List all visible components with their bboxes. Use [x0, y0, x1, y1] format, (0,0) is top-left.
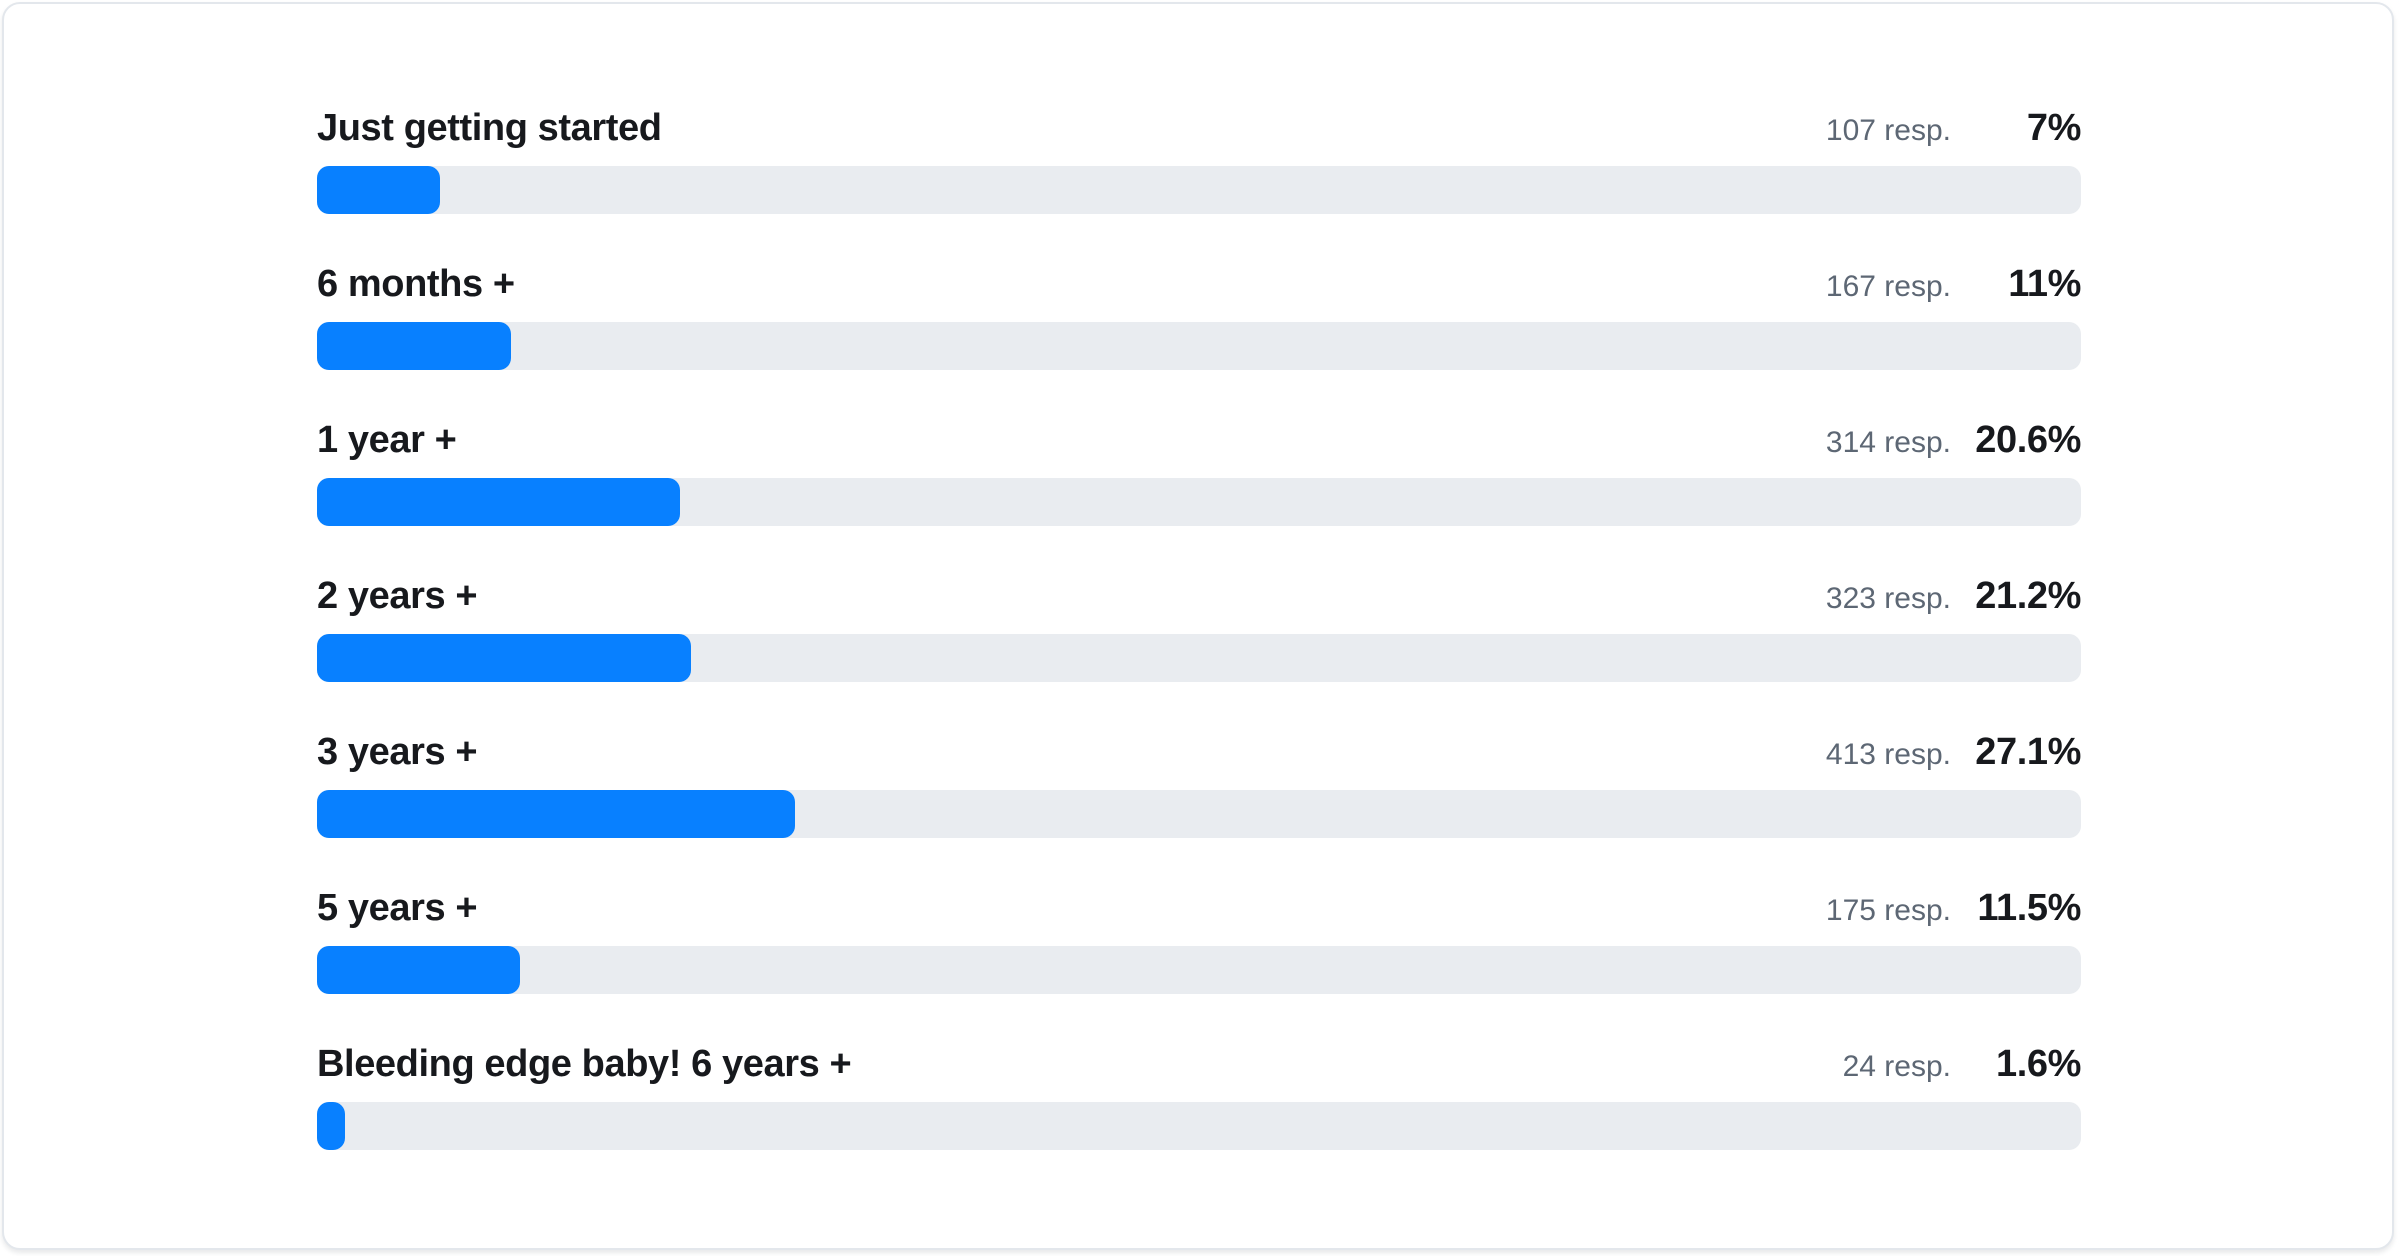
survey-option-row: 2 years + 323 resp. 21.2%: [317, 572, 2081, 682]
bar-track: [317, 1102, 2081, 1150]
survey-option-row: 5 years + 175 resp. 11.5%: [317, 884, 2081, 994]
bar-track: [317, 478, 2081, 526]
percent-value: 27.1%: [1975, 731, 2081, 773]
survey-option-row: 1 year + 314 resp. 20.6%: [317, 416, 2081, 526]
row-stats: 107 resp. 7%: [1826, 104, 2081, 155]
option-label: 3 years +: [317, 731, 478, 773]
percent-value: 11.5%: [1977, 887, 2081, 929]
response-count: 107 resp.: [1825, 114, 1951, 147]
percent-value: 1.6%: [1995, 1043, 2081, 1085]
bar-fill: [317, 478, 681, 526]
row-header: 3 years + 413 resp. 27.1%: [317, 728, 2081, 776]
row-stats: 314 resp. 20.6%: [1826, 416, 2081, 467]
bar-track: [317, 634, 2081, 682]
percent-value: 7%: [2026, 107, 2082, 149]
bar-track: [317, 166, 2081, 214]
survey-option-row: 6 months + 167 resp. 11%: [317, 260, 2081, 370]
option-label: 1 year +: [317, 419, 457, 461]
response-count: 413 resp.: [1825, 738, 1951, 771]
option-label: Just getting started: [317, 107, 662, 149]
row-stats: 24 resp. 1.6%: [1842, 1040, 2082, 1091]
bar-fill: [317, 790, 796, 838]
percent-value: 20.6%: [1975, 419, 2081, 461]
row-stats: 323 resp. 21.2%: [1826, 572, 2081, 623]
response-count: 175 resp.: [1825, 894, 1951, 927]
percent-value: 11%: [2008, 263, 2081, 305]
bar-fill: [317, 634, 691, 682]
row-header: 2 years + 323 resp. 21.2%: [317, 572, 2081, 620]
row-stats: 413 resp. 27.1%: [1826, 728, 2081, 779]
survey-option-row: 3 years + 413 resp. 27.1%: [317, 728, 2081, 838]
row-header: 1 year + 314 resp. 20.6%: [317, 416, 2081, 464]
bar-fill: [317, 1102, 346, 1150]
survey-option-row: Bleeding edge baby! 6 years + 24 resp. 1…: [317, 1040, 2081, 1150]
bar-fill: [317, 322, 512, 370]
option-label: 2 years +: [317, 575, 478, 617]
option-label: 5 years +: [317, 887, 478, 929]
bar-fill: [317, 166, 441, 214]
response-count: 323 resp.: [1825, 582, 1951, 615]
response-count: 167 resp.: [1825, 270, 1951, 303]
bar-track: [317, 946, 2081, 994]
bar-fill: [317, 946, 520, 994]
option-label: Bleeding edge baby! 6 years +: [317, 1043, 852, 1085]
row-header: 5 years + 175 resp. 11.5%: [317, 884, 2081, 932]
row-header: Bleeding edge baby! 6 years + 24 resp. 1…: [317, 1040, 2081, 1088]
row-header: Just getting started 107 resp. 7%: [317, 104, 2081, 152]
percent-value: 21.2%: [1975, 575, 2081, 617]
row-header: 6 months + 167 resp. 11%: [317, 260, 2081, 308]
row-stats: 167 resp. 11%: [1826, 260, 2081, 311]
row-stats: 175 resp. 11.5%: [1826, 884, 2081, 935]
response-count: 24 resp.: [1842, 1050, 1951, 1083]
bar-track: [317, 322, 2081, 370]
survey-option-row: Just getting started 107 resp. 7%: [317, 104, 2081, 214]
bar-track: [317, 790, 2081, 838]
response-count: 314 resp.: [1825, 426, 1951, 459]
option-label: 6 months +: [317, 263, 515, 305]
